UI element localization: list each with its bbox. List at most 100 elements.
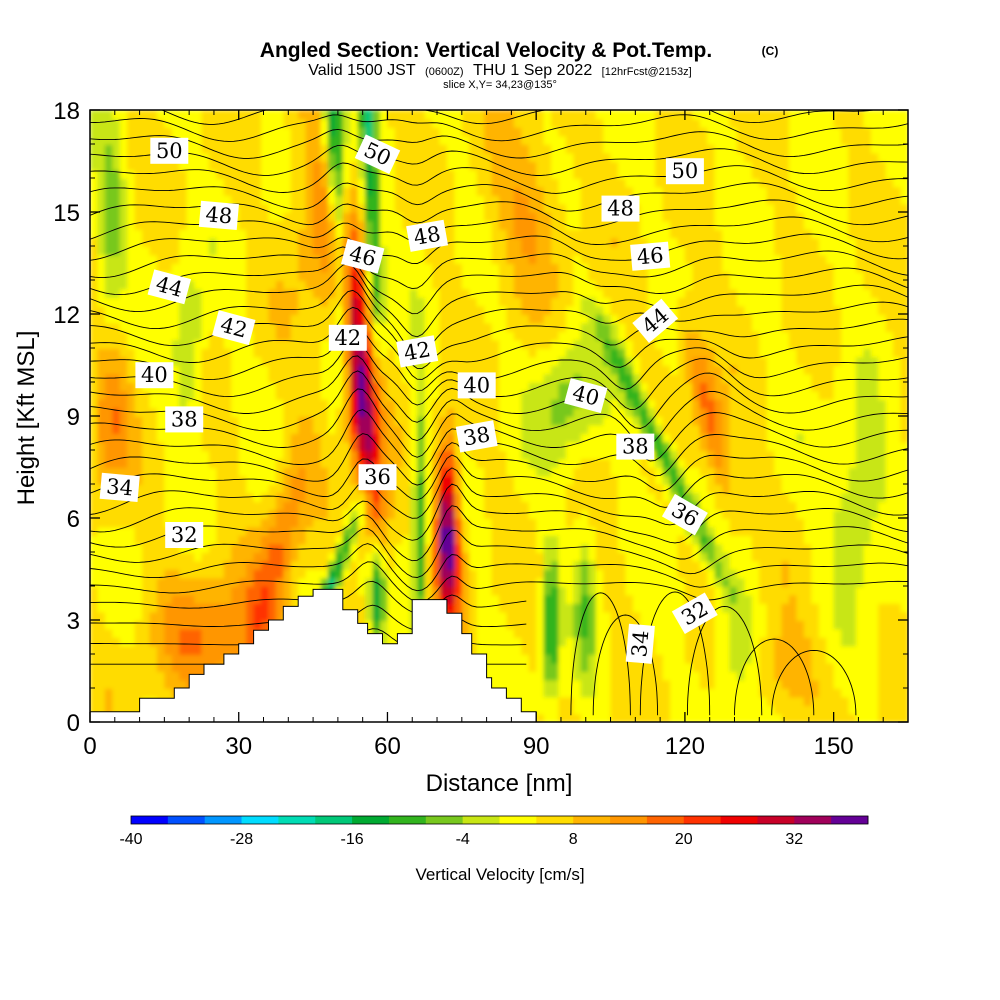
velocity-cell xyxy=(313,322,322,332)
velocity-cell xyxy=(446,135,456,145)
velocity-cell xyxy=(253,577,262,587)
velocity-cell xyxy=(246,577,255,587)
velocity-cell xyxy=(223,594,233,604)
velocity-cell xyxy=(454,416,463,426)
velocity-cell xyxy=(298,390,307,400)
velocity-cell xyxy=(290,509,300,519)
velocity-cell xyxy=(372,373,381,383)
velocity-cell xyxy=(127,246,136,256)
velocity-cell xyxy=(558,365,567,375)
velocity-cell xyxy=(491,543,500,553)
velocity-cell xyxy=(335,161,344,171)
velocity-cell xyxy=(499,203,508,213)
velocity-cell xyxy=(402,280,411,290)
velocity-cell xyxy=(186,254,196,264)
velocity-cell xyxy=(588,662,597,672)
velocity-cell xyxy=(90,671,99,681)
velocity-cell xyxy=(335,237,344,247)
velocity-cell xyxy=(238,535,248,545)
velocity-cell xyxy=(558,399,567,409)
velocity-cell xyxy=(313,433,322,443)
velocity-cell xyxy=(90,322,99,332)
velocity-cell xyxy=(283,373,292,383)
velocity-cell xyxy=(491,552,500,562)
velocity-cell xyxy=(350,118,359,128)
velocity-cell xyxy=(246,135,255,145)
velocity-cell xyxy=(365,356,374,366)
velocity-cell xyxy=(201,416,210,426)
velocity-cell xyxy=(261,577,270,587)
velocity-cell xyxy=(208,586,218,596)
velocity-cell xyxy=(536,399,545,409)
velocity-cell xyxy=(298,475,307,485)
velocity-cell xyxy=(231,399,240,409)
velocity-cell xyxy=(305,407,314,417)
velocity-cell xyxy=(142,603,151,613)
velocity-cell xyxy=(208,305,218,315)
velocity-cell xyxy=(558,339,567,349)
velocity-cell xyxy=(565,577,575,587)
velocity-cell xyxy=(97,161,106,171)
velocity-cell xyxy=(409,407,419,417)
velocity-cell xyxy=(603,577,612,587)
velocity-cell xyxy=(320,501,329,511)
velocity-cell xyxy=(461,399,471,409)
velocity-cell xyxy=(476,543,486,553)
velocity-cell xyxy=(439,586,448,596)
velocity-cell xyxy=(506,212,515,222)
velocity-cell xyxy=(469,305,478,315)
velocity-cell xyxy=(313,110,322,120)
velocity-cell xyxy=(275,441,285,451)
velocity-cell xyxy=(350,594,359,604)
velocity-cell xyxy=(171,475,181,485)
velocity-cell xyxy=(476,637,486,647)
velocity-cell xyxy=(290,569,300,579)
velocity-cell xyxy=(528,560,538,570)
velocity-cell xyxy=(543,475,552,485)
velocity-cell xyxy=(156,322,166,332)
velocity-cell xyxy=(342,441,352,451)
velocity-cell xyxy=(558,450,567,460)
velocity-cell xyxy=(528,484,538,494)
velocity-cell xyxy=(476,263,486,273)
velocity-cell xyxy=(551,118,560,128)
velocity-cell xyxy=(142,492,151,502)
velocity-cell xyxy=(127,135,136,145)
velocity-cell xyxy=(112,560,121,570)
velocity-cell xyxy=(149,594,158,604)
velocity-cell xyxy=(372,416,381,426)
velocity-cell xyxy=(275,348,285,358)
velocity-cell xyxy=(551,127,560,137)
velocity-cell xyxy=(402,543,411,553)
velocity-cell xyxy=(90,339,99,349)
velocity-cell xyxy=(127,450,136,460)
velocity-cell xyxy=(513,135,523,145)
velocity-cell xyxy=(149,118,158,128)
velocity-cell xyxy=(164,433,173,443)
velocity-cell xyxy=(588,458,597,468)
velocity-cell xyxy=(208,339,218,349)
velocity-cell xyxy=(327,297,337,307)
velocity-cell xyxy=(580,110,590,120)
velocity-cell xyxy=(104,467,114,477)
velocity-cell xyxy=(261,416,270,426)
velocity-cell xyxy=(223,135,233,145)
velocity-cell xyxy=(454,560,463,570)
velocity-cell xyxy=(104,195,114,205)
velocity-cell xyxy=(216,127,225,137)
velocity-cell xyxy=(134,169,143,179)
velocity-cell xyxy=(543,433,552,443)
velocity-cell xyxy=(432,407,441,417)
velocity-cell xyxy=(454,161,463,171)
velocity-cell xyxy=(350,169,359,179)
velocity-cell xyxy=(201,407,210,417)
velocity-cell xyxy=(335,186,344,196)
velocity-cell xyxy=(149,254,158,264)
velocity-cell xyxy=(305,382,314,392)
velocity-cell xyxy=(595,416,605,426)
velocity-cell xyxy=(543,135,552,145)
velocity-cell xyxy=(171,654,181,664)
velocity-cell xyxy=(365,161,374,171)
velocity-cell xyxy=(104,144,114,154)
velocity-cell xyxy=(357,543,367,553)
